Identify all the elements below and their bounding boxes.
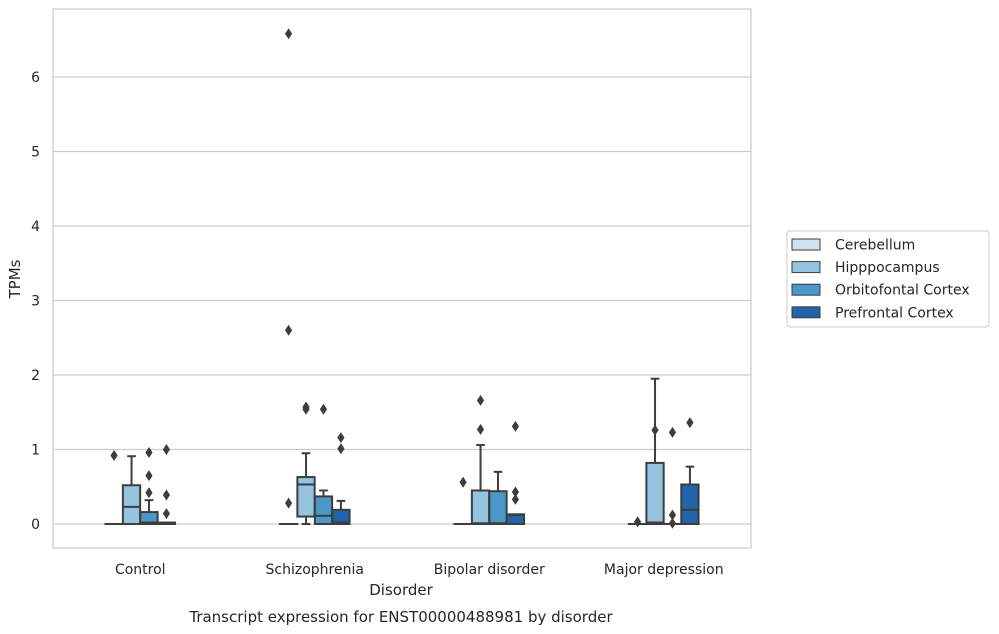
plot-area-frame bbox=[52, 8, 752, 549]
x-tick-label: Schizophrenia bbox=[266, 562, 364, 578]
outlier-point bbox=[668, 426, 677, 438]
y-tick-label: 4 bbox=[31, 219, 40, 235]
outlier-point bbox=[633, 516, 642, 528]
legend-swatch bbox=[791, 261, 821, 274]
legend-label: Prefrontal Cortex bbox=[835, 305, 954, 321]
y-tick-label: 0 bbox=[31, 517, 40, 533]
outlier-point bbox=[284, 497, 293, 509]
box-3-3 bbox=[680, 417, 700, 526]
box-2-0 bbox=[139, 446, 159, 526]
box-iqr bbox=[121, 484, 142, 526]
outlier-point bbox=[511, 486, 520, 498]
box-1-0 bbox=[121, 455, 142, 526]
box-iqr bbox=[313, 495, 334, 525]
outlier-point bbox=[110, 449, 118, 461]
outlier-point bbox=[511, 493, 520, 505]
legend-swatch bbox=[791, 283, 821, 296]
box-iqr bbox=[680, 483, 700, 526]
y-tick-label: 3 bbox=[31, 294, 40, 310]
y-axis-ticks: 0 1 2 3 4 5 6 bbox=[31, 70, 40, 533]
y-tick-label: 5 bbox=[31, 145, 40, 161]
outlier-point bbox=[668, 509, 677, 521]
x-tick-label: Control bbox=[115, 562, 166, 578]
box-iqr bbox=[488, 490, 508, 525]
outlier-point bbox=[162, 508, 171, 520]
outlier-point bbox=[686, 417, 694, 429]
box-3-0 bbox=[156, 444, 177, 526]
y-axis-title: TPMs bbox=[6, 259, 24, 299]
x-tick-label: Bipolar disorder bbox=[434, 562, 545, 578]
box-3-2 bbox=[505, 420, 526, 526]
legend: Cerebellum Hipppocampus Orbitofontal Corte… bbox=[786, 230, 990, 328]
outlier-point bbox=[284, 324, 293, 336]
y-tick-label: 1 bbox=[31, 443, 40, 459]
outlier-point bbox=[511, 420, 520, 432]
legend-item: Prefrontal Cortex bbox=[791, 305, 954, 321]
outlier-point bbox=[337, 432, 345, 444]
chart-title: Transcript expression for ENST0000048898… bbox=[188, 608, 613, 626]
legend-label: Hipppocampus bbox=[835, 260, 940, 276]
y-tick-label: 6 bbox=[31, 70, 40, 86]
box-2-1 bbox=[313, 403, 334, 525]
box-3-1 bbox=[331, 432, 351, 526]
x-axis-title: Disorder bbox=[369, 581, 433, 599]
outlier-point bbox=[459, 476, 467, 488]
y-tick-label: 2 bbox=[31, 368, 40, 384]
box-2-2 bbox=[488, 470, 508, 525]
outlier-point bbox=[668, 517, 677, 529]
box-iqr bbox=[296, 476, 316, 518]
outlier-point bbox=[476, 423, 485, 435]
box-iqr bbox=[470, 489, 491, 526]
box-iqr bbox=[645, 461, 665, 526]
boxes-layer bbox=[104, 28, 700, 529]
box-1-1 bbox=[296, 401, 316, 525]
outlier-point bbox=[476, 394, 485, 406]
box-2-3 bbox=[662, 426, 683, 529]
outlier-point bbox=[145, 446, 153, 458]
legend-item: Hipppocampus bbox=[791, 260, 940, 276]
box-1-2 bbox=[470, 394, 491, 526]
legend-item: Orbitofontal Cortex bbox=[791, 283, 970, 299]
x-axis-ticks: Control Schizophrenia Bipolar disorder Majo… bbox=[115, 562, 724, 578]
box-0-3 bbox=[627, 516, 648, 528]
outlier-point bbox=[162, 489, 171, 501]
outlier-point bbox=[337, 443, 345, 455]
x-tick-label: Major depression bbox=[604, 562, 724, 578]
legend-label: Cerebellum bbox=[835, 238, 915, 254]
legend-swatch bbox=[791, 238, 821, 251]
outlier-point bbox=[302, 401, 310, 413]
legend-label: Orbitofontal Cortex bbox=[835, 283, 970, 299]
box-0-0 bbox=[104, 449, 124, 526]
box-iqr bbox=[139, 511, 159, 526]
outlier-point bbox=[319, 403, 328, 415]
outlier-point bbox=[651, 424, 659, 436]
outlier-point bbox=[162, 444, 171, 455]
legend-frame bbox=[786, 230, 990, 328]
outlier-point bbox=[284, 28, 293, 40]
box-0-2 bbox=[453, 476, 473, 526]
legend-item: Cerebellum bbox=[791, 238, 915, 254]
y-gridlines bbox=[53, 76, 751, 525]
outlier-point bbox=[145, 470, 153, 482]
legend-swatch bbox=[791, 306, 821, 319]
outlier-point bbox=[145, 487, 153, 499]
box-0-1 bbox=[278, 28, 299, 526]
box-1-3 bbox=[645, 377, 665, 526]
box-iqr bbox=[331, 508, 351, 526]
